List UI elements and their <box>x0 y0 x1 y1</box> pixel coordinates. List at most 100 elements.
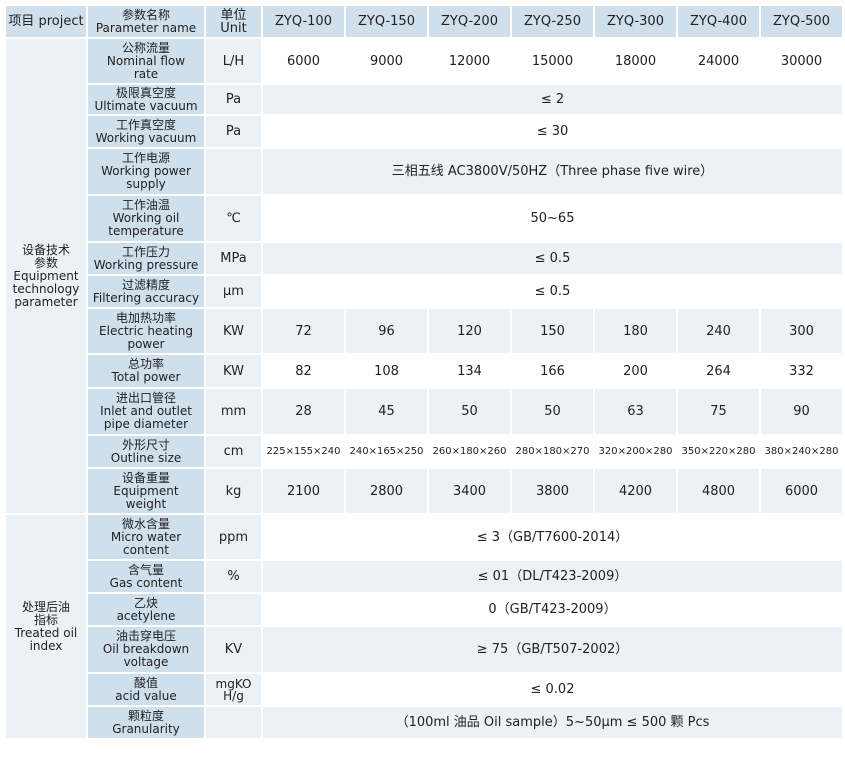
span-value-cell: 三相五线 AC3800V/50HZ（Three phase five wire） <box>263 149 842 194</box>
table-row: 工作油温 Working oil temperature ℃ 50~65 <box>6 196 842 241</box>
value-cell: 96 <box>346 309 427 353</box>
group-label-cn: 设备技术 <box>21 242 70 257</box>
group-label-en: parameter <box>14 294 78 309</box>
value-cell: 30000 <box>761 39 842 83</box>
unit-cell: L/H <box>206 39 261 83</box>
span-value-cell: ≤ 0.5 <box>263 243 842 274</box>
unit-cell: KW <box>206 355 261 387</box>
value-cell: 320×200×280 <box>595 436 676 467</box>
param-name-en: Equipment <box>113 483 179 498</box>
param-name: 电加热功率 Electric heating power <box>88 309 204 353</box>
table-row: 总功率 Total power KW 82 108 134 166 200 26… <box>6 355 842 387</box>
unit-cell: mm <box>206 389 261 434</box>
header-model: ZYQ-100 <box>263 6 344 37</box>
value-cell: 240×165×250 <box>346 436 427 467</box>
param-name-en: Oil breakdown <box>102 642 190 656</box>
value-cell: 90 <box>761 389 842 434</box>
param-name-cn: 过滤精度 <box>121 277 170 292</box>
param-name-en: weight <box>125 496 167 511</box>
group-label-en: Treated oil <box>14 625 78 640</box>
unit-cell: ℃ <box>206 196 261 241</box>
header-model: ZYQ-300 <box>595 6 676 37</box>
param-name-cn: 电加热功率 <box>115 310 176 325</box>
value-cell: 350×220×280 <box>678 436 759 467</box>
value-cell: 63 <box>595 389 676 434</box>
value-cell: 264 <box>678 355 759 387</box>
param-name: 极限真空度 Ultimate vacuum <box>88 85 204 114</box>
param-name-en: acid value <box>115 688 177 703</box>
value-cell: 225×155×240 <box>263 436 344 467</box>
value-cell: 6000 <box>263 39 344 83</box>
value-cell: 4200 <box>595 469 676 513</box>
header-unit-cn: 单位 <box>220 7 247 23</box>
param-name-cn: 油击穿电压 <box>115 629 176 643</box>
param-name: 含气量 Gas content <box>88 561 204 592</box>
param-name-en: power <box>127 336 165 351</box>
span-value-cell: 50~65 <box>263 196 842 241</box>
param-name-cn: 颗粒度 <box>127 708 164 723</box>
param-name: 酸值 acid value <box>88 674 204 705</box>
unit-cell: % <box>206 561 261 592</box>
unit-cell: μm <box>206 276 261 307</box>
table-row: 工作压力 Working pressure MPa ≤ 0.5 <box>6 243 842 274</box>
value-cell: 28 <box>263 389 344 434</box>
header-model: ZYQ-150 <box>346 6 427 37</box>
group-label-cn: 处理后油 <box>21 599 70 614</box>
group-label-en: Equipment <box>13 268 79 283</box>
value-cell: 3400 <box>429 469 510 513</box>
param-name-en: voltage <box>123 655 169 669</box>
header-unit: 单位 Unit <box>206 6 261 37</box>
unit-cell: kg <box>206 469 261 513</box>
param-name: 进出口管径 Inlet and outlet pipe diameter <box>88 389 204 434</box>
table-row: 设备重量 Equipment weight kg 2100 2800 3400 … <box>6 469 842 513</box>
span-value-cell: ≤ 30 <box>263 116 842 147</box>
table-row: 乙炔 acetylene 0（GB/T423-2009） <box>6 594 842 625</box>
param-name-en: Working power <box>101 164 191 178</box>
span-value-cell: （100ml 油品 Oil sample）5~50μm ≤ 500 颗 Pcs <box>263 707 842 738</box>
table-row: 含气量 Gas content % ≤ 01（DL/T423-2009） <box>6 561 842 592</box>
param-name: 油击穿电压 Oil breakdown voltage <box>88 627 204 672</box>
param-name-cn: 乙炔 <box>133 595 158 610</box>
param-name-cn: 微水含量 <box>121 516 170 531</box>
param-name-en: Micro water <box>110 529 182 544</box>
span-value-cell: ≤ 2 <box>263 85 842 114</box>
value-cell: 280×180×270 <box>512 436 593 467</box>
param-name-cn: 总功率 <box>127 357 164 371</box>
value-cell: 4800 <box>678 469 759 513</box>
group-label-cn: 参数 <box>33 255 58 270</box>
header-row: 项目 project 参数名称 Parameter name 单位 Unit Z… <box>6 6 842 37</box>
value-cell: 9000 <box>346 39 427 83</box>
param-name-en: Working vacuum <box>95 130 197 145</box>
header-project: 项目 project <box>6 6 86 37</box>
spec-table: 项目 project 参数名称 Parameter name 单位 Unit Z… <box>4 4 844 740</box>
param-name-en: content <box>123 542 169 557</box>
unit-cell: ppm <box>206 515 261 559</box>
value-cell: 12000 <box>429 39 510 83</box>
unit-cell <box>206 594 261 625</box>
header-model: ZYQ-250 <box>512 6 593 37</box>
value-cell: 72 <box>263 309 344 353</box>
value-cell: 380×240×280 <box>761 436 842 467</box>
param-name-cn: 公称流量 <box>121 40 170 55</box>
span-value-cell: 0（GB/T423-2009） <box>263 594 842 625</box>
table-row: 设备技术 参数 Equipment technology parameter 公… <box>6 39 842 513</box>
table-row: 颗粒度 Granularity （100ml 油品 Oil sample）5~5… <box>6 707 842 738</box>
value-cell: 240 <box>678 309 759 353</box>
param-name-en: Granularity <box>112 721 180 736</box>
param-name-en: Filtering accuracy <box>92 290 200 305</box>
unit-cell: Pa <box>206 116 261 147</box>
group-equipment-technology: 设备技术 参数 Equipment technology parameter <box>6 39 86 513</box>
header-parameter-cn: 参数名称 <box>121 7 170 22</box>
param-name-en: Electric heating <box>99 323 193 338</box>
group-label-cn: 指标 <box>33 612 58 627</box>
param-name-en: Total power <box>111 370 181 384</box>
value-cell: 18000 <box>595 39 676 83</box>
unit-cell: MPa <box>206 243 261 274</box>
span-value-cell: ≥ 75（GB/T507-2002） <box>263 627 842 672</box>
unit-cell: cm <box>206 436 261 467</box>
table-row: 酸值 acid value mgKO H/g ≤ 0.02 <box>6 674 842 705</box>
header-model: ZYQ-500 <box>761 6 842 37</box>
table-row: 外形尺寸 Outline size cm 225×155×240 240×165… <box>6 436 842 467</box>
unit-cell: KV <box>206 627 261 672</box>
value-cell: 50 <box>512 389 593 434</box>
